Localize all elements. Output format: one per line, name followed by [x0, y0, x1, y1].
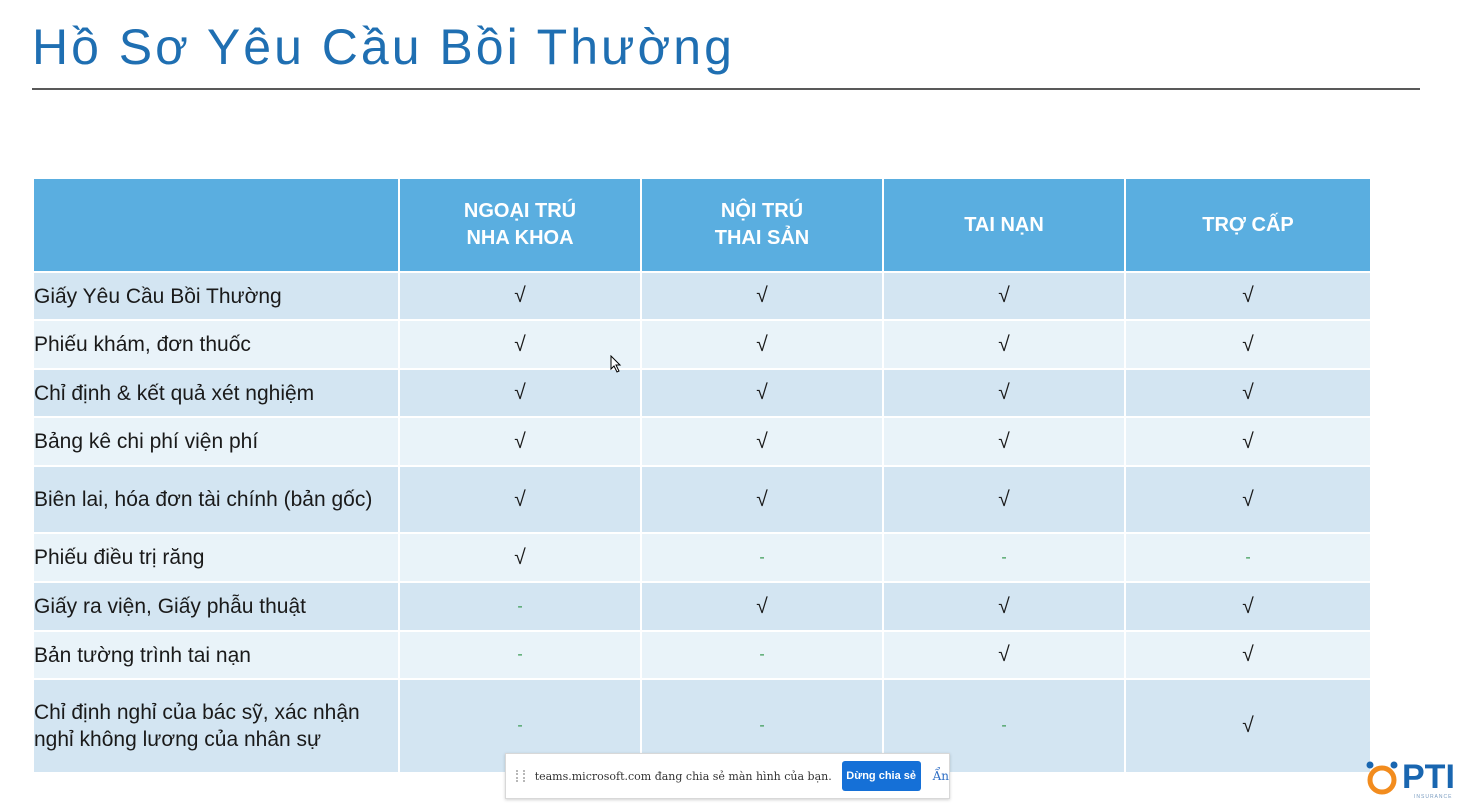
check-mark-icon: √ — [398, 319, 642, 370]
hide-link[interactable]: Ẩn — [932, 769, 949, 783]
row-label: Chỉ định nghỉ của bác sỹ, xác nhận nghỉ … — [32, 678, 400, 774]
not-required-mark: - — [398, 630, 642, 680]
check-mark-icon: √ — [1124, 368, 1372, 418]
table-header-row: NGOẠI TRÚ NHA KHOA NỘI TRÚ THAI SẢN TAI NẠ… — [32, 177, 1372, 273]
check-mark-icon: √ — [640, 416, 884, 467]
check-mark-icon: √ — [1124, 678, 1372, 774]
check-mark-icon: √ — [640, 368, 884, 418]
row-label: Phiếu điều trị răng — [32, 532, 400, 583]
row-label: Bản tường trình tai nạn — [32, 630, 400, 680]
table-row: Phiếu điều trị răng √ - - - — [32, 532, 1372, 583]
logo-subtext: INSURANCE — [1414, 794, 1453, 800]
check-mark-icon: √ — [1124, 271, 1372, 321]
check-mark-icon: √ — [640, 319, 884, 370]
table-row: Giấy Yêu Cầu Bồi Thường √ √ √ √ — [32, 271, 1372, 321]
table-row: Chỉ định & kết quả xét nghiệm √ √ √ √ — [32, 368, 1372, 418]
not-required-mark: - — [398, 581, 642, 632]
pti-logo: PTI INSURANCE — [1362, 756, 1469, 800]
drag-handle-icon[interactable] — [516, 770, 525, 782]
not-required-mark: - — [640, 532, 884, 583]
check-mark-icon: √ — [882, 319, 1126, 370]
table-row: Giấy ra viện, Giấy phẫu thuật - √ √ √ — [32, 581, 1372, 632]
row-label: Biên lai, hóa đơn tài chính (bản gốc) — [32, 465, 400, 534]
logo-ring-icon — [1366, 761, 1398, 795]
check-mark-icon: √ — [1124, 465, 1372, 534]
header-accident: TAI NẠN — [882, 177, 1126, 273]
check-mark-icon: √ — [882, 465, 1126, 534]
check-mark-icon: √ — [398, 368, 642, 418]
not-required-mark: - — [640, 630, 884, 680]
row-label: Giấy Yêu Cầu Bồi Thường — [32, 271, 400, 321]
check-mark-icon: √ — [1124, 630, 1372, 680]
row-label: Giấy ra viện, Giấy phẫu thuật — [32, 581, 400, 632]
check-mark-icon: √ — [398, 532, 642, 583]
check-mark-icon: √ — [882, 630, 1126, 680]
header-empty-cell — [32, 177, 400, 273]
not-required-mark: - — [882, 532, 1126, 583]
check-mark-icon: √ — [882, 581, 1126, 632]
row-label: Bảng kê chi phí viện phí — [32, 416, 400, 467]
table-row: Bản tường trình tai nạn - - √ √ — [32, 630, 1372, 680]
check-mark-icon: √ — [882, 416, 1126, 467]
check-mark-icon: √ — [882, 368, 1126, 418]
page-title: Hồ Sơ Yêu Cầu Bồi Thường — [32, 19, 735, 75]
check-mark-icon: √ — [640, 581, 884, 632]
check-mark-icon: √ — [640, 465, 884, 534]
not-required-mark: - — [1124, 532, 1372, 583]
header-inpatient-maternity: NỘI TRÚ THAI SẢN — [640, 177, 884, 273]
mouse-cursor-icon — [610, 355, 622, 373]
screen-share-bar: teams.microsoft.com đang chia sẻ màn hìn… — [505, 753, 950, 799]
share-message: teams.microsoft.com đang chia sẻ màn hìn… — [534, 769, 832, 783]
check-mark-icon: √ — [398, 465, 642, 534]
check-mark-icon: √ — [640, 271, 884, 321]
table-row: Bảng kê chi phí viện phí √ √ √ √ — [32, 416, 1372, 467]
check-mark-icon: √ — [1124, 416, 1372, 467]
check-mark-icon: √ — [398, 416, 642, 467]
check-mark-icon: √ — [1124, 581, 1372, 632]
check-mark-icon: √ — [1124, 319, 1372, 370]
header-outpatient-dental: NGOẠI TRÚ NHA KHOA — [398, 177, 642, 273]
header-allowance: TRỢ CẤP — [1124, 177, 1372, 273]
check-mark-icon: √ — [398, 271, 642, 321]
table-row: Biên lai, hóa đơn tài chính (bản gốc) √ √ √… — [32, 465, 1372, 534]
row-label: Phiếu khám, đơn thuốc — [32, 319, 400, 370]
check-mark-icon: √ — [882, 271, 1126, 321]
title-divider — [32, 88, 1420, 90]
claims-documents-table: NGOẠI TRÚ NHA KHOA NỘI TRÚ THAI SẢN TAI NẠ… — [32, 177, 1372, 774]
logo-text: PTI — [1402, 758, 1455, 796]
stop-sharing-button[interactable]: Dừng chia sẻ — [841, 761, 921, 791]
table-row: Phiếu khám, đơn thuốc √ √ √ √ — [32, 319, 1372, 370]
row-label: Chỉ định & kết quả xét nghiệm — [32, 368, 400, 418]
